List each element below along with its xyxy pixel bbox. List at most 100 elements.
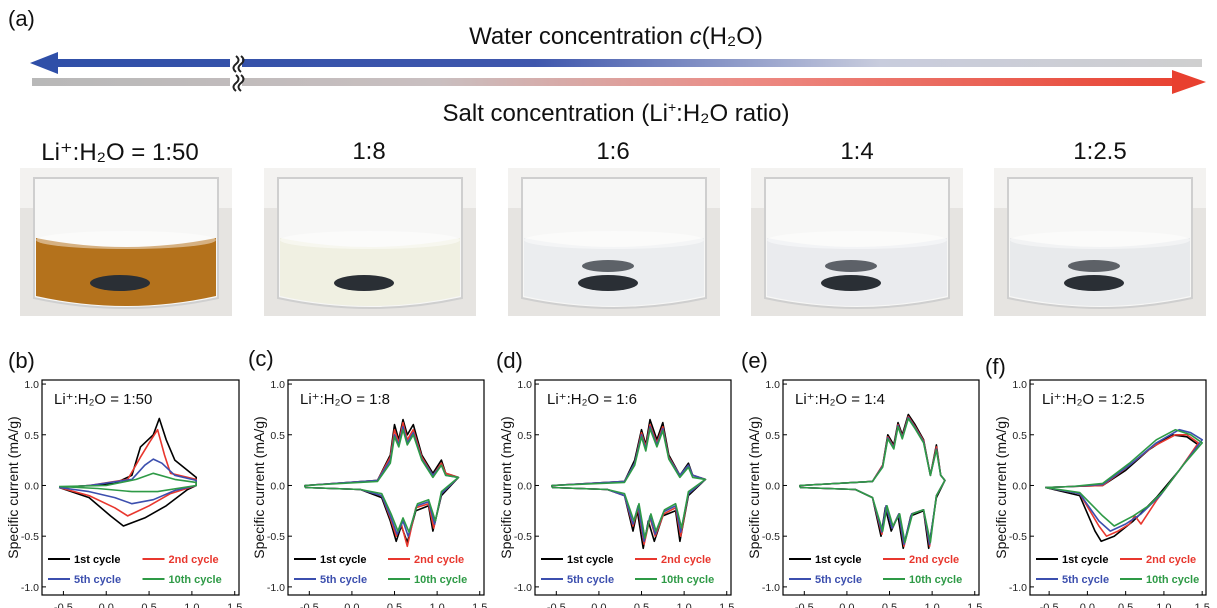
plot-frame xyxy=(287,379,485,596)
y-tick-label: 1.0 xyxy=(270,379,285,391)
x-tick-label: 1.5 xyxy=(967,602,982,608)
x-tick-label: 0.5 xyxy=(387,602,402,608)
vial-photo-4 xyxy=(751,168,963,316)
y-tick-label: 0.0 xyxy=(765,480,780,492)
panel-label: (e) xyxy=(741,348,768,373)
ratio-annotation: Li⁺:H₂O = 1:8 xyxy=(300,391,390,408)
x-tick-label: 0.5 xyxy=(1118,602,1133,608)
legend-label: 10th cycle xyxy=(414,574,467,586)
x-tick-label: 1.0 xyxy=(184,602,199,608)
salt-arrow-head xyxy=(1172,70,1206,94)
plot-frame xyxy=(1029,379,1207,596)
photo-title-4: 1:4 xyxy=(840,138,874,165)
y-tick-label: 0.5 xyxy=(24,430,39,442)
y-tick-label: -1.0 xyxy=(762,582,780,594)
photo-title-3: 1:6 xyxy=(596,138,630,165)
ratio-annotation: Li⁺:H₂O = 1:6 xyxy=(547,391,637,408)
panel-a-label: (a) xyxy=(8,6,35,31)
water-arrow-head xyxy=(30,52,58,74)
y-tick-label: 1.0 xyxy=(517,379,532,391)
panel-label: (c) xyxy=(248,346,274,371)
x-tick-label: 0.0 xyxy=(344,602,359,608)
vial-photo-3 xyxy=(508,168,720,316)
legend-label: 5th cycle xyxy=(1062,574,1109,586)
y-axis-label: Specific current (mA/g) xyxy=(993,416,1009,558)
y-tick-label: -1.0 xyxy=(514,582,532,594)
y-tick-label: -1.0 xyxy=(1009,582,1027,594)
x-tick-label: -0.5 xyxy=(1040,602,1059,608)
x-tick-label: 1.0 xyxy=(924,602,939,608)
legend-label: 5th cycle xyxy=(815,574,862,586)
vial-photo-2 xyxy=(264,168,476,316)
y-tick-label: 0.0 xyxy=(270,480,285,492)
y-tick-label: 0.0 xyxy=(24,480,39,492)
photo-title-5: 1:2.5 xyxy=(1073,138,1127,165)
panel-label: (f) xyxy=(985,354,1006,379)
legend-label: 10th cycle xyxy=(909,574,962,586)
ratio-annotation: Li⁺:H₂O = 1:4 xyxy=(795,391,885,408)
x-tick-label: -0.5 xyxy=(547,602,566,608)
x-tick-label: 1.0 xyxy=(1156,602,1171,608)
x-tick-label: 1.5 xyxy=(1195,602,1210,608)
y-tick-label: 0.5 xyxy=(1012,430,1027,442)
y-axis-label: Specific current (mA/g) xyxy=(498,416,514,558)
y-tick-label: -0.5 xyxy=(1009,531,1027,543)
x-tick-label: 0.5 xyxy=(882,602,897,608)
y-tick-label: 0.5 xyxy=(517,430,532,442)
plot-frame xyxy=(41,379,240,596)
x-tick-label: 1.0 xyxy=(676,602,691,608)
legend-label: 10th cycle xyxy=(169,574,222,586)
series-line xyxy=(58,458,197,505)
x-tick-label: -0.5 xyxy=(795,602,814,608)
x-tick-label: 0.0 xyxy=(839,602,854,608)
series-line xyxy=(1045,434,1200,537)
plot-frame xyxy=(534,379,732,596)
legend-label: 2nd cycle xyxy=(1146,554,1196,566)
salt-concentration-label: Salt concentration (Li+:H₂O ratio) xyxy=(443,99,790,127)
concentration-arrows: Water concentration c(H₂O) Salt concentr… xyxy=(30,23,1206,127)
x-tick-label: 1.0 xyxy=(429,602,444,608)
series-line xyxy=(58,428,197,517)
y-tick-label: 0.0 xyxy=(1012,480,1027,492)
vial-photo-5 xyxy=(994,168,1206,316)
series-line xyxy=(59,472,197,493)
y-tick-label: 0.0 xyxy=(517,480,532,492)
legend-label: 5th cycle xyxy=(567,574,614,586)
axis-break-icon xyxy=(230,54,245,94)
x-tick-label: 0.0 xyxy=(99,602,114,608)
y-axis-label: Specific current (mA/g) xyxy=(746,416,762,558)
y-tick-label: 1.0 xyxy=(765,379,780,391)
photo-title-2: 1:8 xyxy=(352,138,386,165)
y-tick-label: -0.5 xyxy=(514,531,532,543)
x-tick-label: -0.5 xyxy=(54,602,73,608)
panel-label: (d) xyxy=(496,348,523,373)
legend-label: 2nd cycle xyxy=(909,554,959,566)
series-line xyxy=(1045,428,1203,527)
panel-label: (b) xyxy=(8,348,35,373)
y-tick-label: 0.5 xyxy=(270,430,285,442)
legend-label: 2nd cycle xyxy=(661,554,711,566)
legend-label: 5th cycle xyxy=(74,574,121,586)
water-arrow-shaft xyxy=(52,59,1202,67)
legend-label: 1st cycle xyxy=(1062,554,1108,566)
legend-label: 1st cycle xyxy=(567,554,613,566)
legend-label: 10th cycle xyxy=(1146,574,1199,586)
series-line xyxy=(1045,428,1203,532)
vial-photo-1 xyxy=(20,168,232,316)
photo-title-1: Li⁺:H₂O = 1:50 xyxy=(41,139,199,166)
x-tick-label: 0.5 xyxy=(634,602,649,608)
legend-label: 1st cycle xyxy=(815,554,861,566)
y-tick-label: -1.0 xyxy=(21,582,39,594)
y-tick-label: 1.0 xyxy=(24,379,39,391)
y-tick-label: -0.5 xyxy=(762,531,780,543)
legend-label: 1st cycle xyxy=(320,554,366,566)
legend-label: 1st cycle xyxy=(74,554,120,566)
x-tick-label: 1.5 xyxy=(227,602,242,608)
x-tick-label: 0.0 xyxy=(591,602,606,608)
